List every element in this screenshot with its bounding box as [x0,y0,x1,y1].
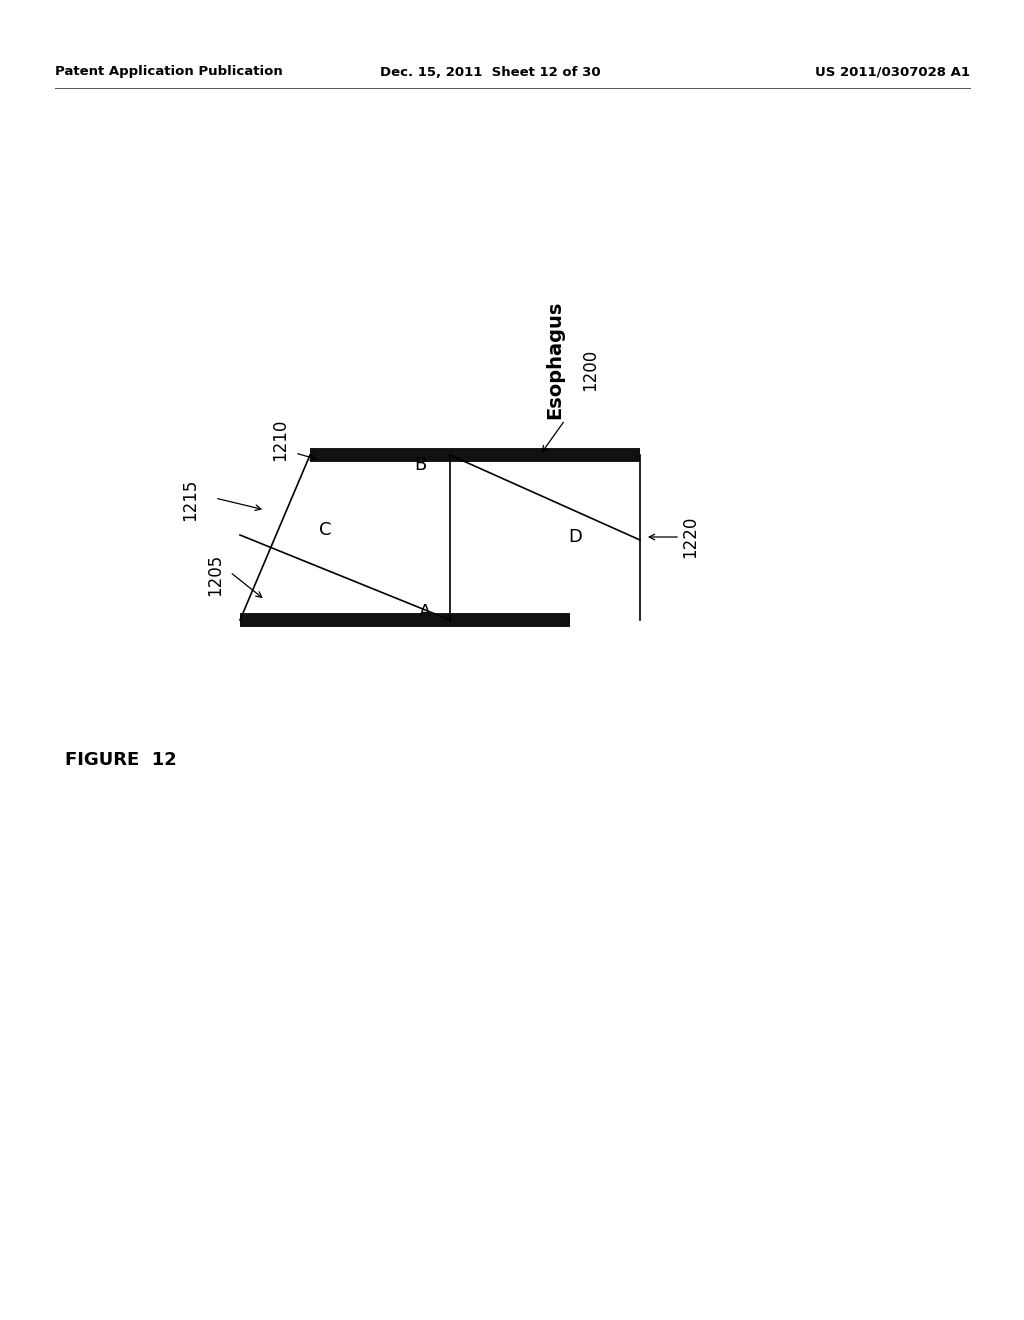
Text: 1200: 1200 [581,348,599,391]
Text: 1210: 1210 [271,418,289,461]
Text: Patent Application Publication: Patent Application Publication [55,66,283,78]
Text: 1205: 1205 [206,554,224,597]
Text: US 2011/0307028 A1: US 2011/0307028 A1 [815,66,970,78]
Text: Dec. 15, 2011  Sheet 12 of 30: Dec. 15, 2011 Sheet 12 of 30 [380,66,601,78]
Text: D: D [568,528,582,546]
Text: 1215: 1215 [181,479,199,521]
Text: FIGURE  12: FIGURE 12 [65,751,177,770]
Text: Esophagus: Esophagus [546,301,564,420]
Text: B: B [414,455,426,474]
Text: A: A [419,603,431,620]
Text: 1220: 1220 [681,516,699,558]
Text: C: C [318,521,331,539]
